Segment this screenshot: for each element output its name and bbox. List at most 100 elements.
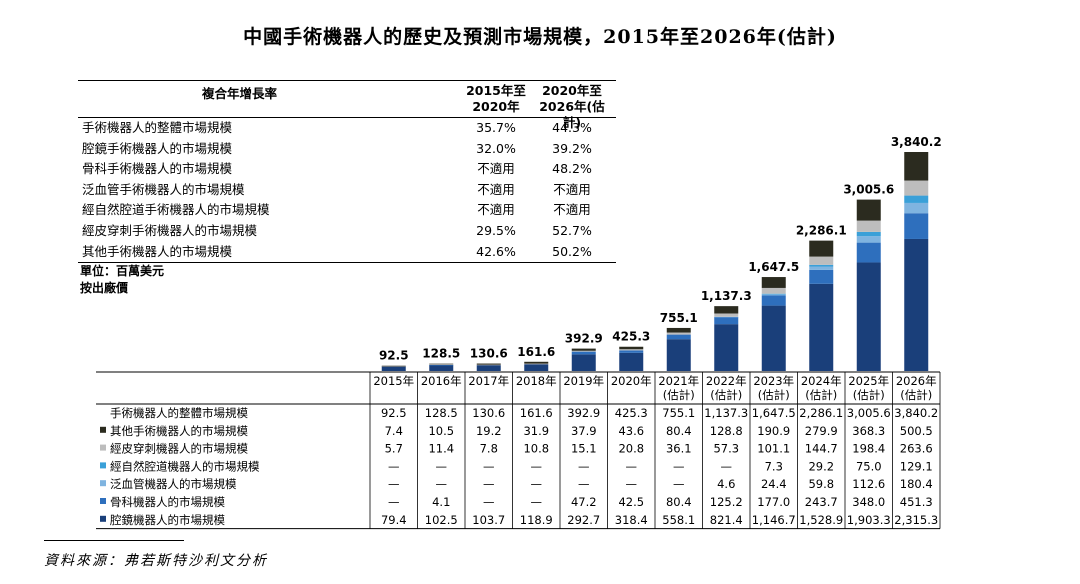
data-label: — <box>436 459 448 473</box>
bar-segment <box>809 283 834 371</box>
data-label: 425.3 <box>615 406 648 420</box>
data-label: 3,005.6 <box>847 406 891 420</box>
data-label: 177.0 <box>757 495 790 509</box>
data-label: 19.2 <box>476 424 502 438</box>
legend-swatch <box>100 444 106 451</box>
bar-total-label: 130.6 <box>470 347 508 361</box>
bar-segment <box>619 352 644 371</box>
data-label: 43.6 <box>618 424 644 438</box>
data-label: 128.8 <box>710 424 743 438</box>
cagr-table-header: 複合年增長率 2015年至 2020年 2020年至 2026年(估計) <box>78 80 616 130</box>
data-label: 292.7 <box>567 513 600 527</box>
cagr-table-bottom-rule <box>78 262 616 264</box>
bar-segment <box>856 262 881 371</box>
bar-segment <box>761 277 786 288</box>
bar-segment <box>524 364 549 371</box>
bar-segment <box>429 364 454 365</box>
data-label: 451.3 <box>900 495 933 509</box>
data-label: 15.1 <box>571 442 597 456</box>
x-tick-label: 2026年 <box>896 374 937 388</box>
cagr-row-2020-2026: 48.2% <box>552 161 592 177</box>
x-tick-label: 2021年 <box>658 374 699 388</box>
bar-segment <box>809 269 834 284</box>
x-tick-label: 2025年 <box>848 374 889 388</box>
source-rule <box>44 540 184 541</box>
bar-segment <box>761 294 786 296</box>
data-label: 47.2 <box>571 495 597 509</box>
bar-segment <box>904 180 929 196</box>
data-label: 92.5 <box>381 406 407 420</box>
cagr-row: 骨科手術機器人的市場規模 不適用 48.2% <box>78 159 616 180</box>
data-label: 198.4 <box>852 442 885 456</box>
data-label: 755.1 <box>662 406 695 420</box>
bar-segment <box>666 334 691 340</box>
cagr-row-2015-2020: 不適用 <box>477 161 515 177</box>
cagr-row: 其他手術機器人的市場規模 42.6% 50.2% <box>78 242 616 263</box>
data-label: — <box>578 477 590 491</box>
data-label: 318.4 <box>615 513 648 527</box>
bar-segment <box>619 349 644 351</box>
bar-segment <box>476 363 501 365</box>
data-label: 144.7 <box>805 442 838 456</box>
data-label: 1,146.7 <box>752 513 796 527</box>
x-tick-label: (估計) <box>853 388 885 402</box>
legend-swatch <box>100 515 106 522</box>
data-label: — <box>388 495 400 509</box>
bar-segment <box>666 339 691 371</box>
data-label: 59.8 <box>808 477 834 491</box>
bar-segment <box>429 363 454 365</box>
data-label: 5.7 <box>385 442 403 456</box>
x-tick-label: 2023年 <box>753 374 794 388</box>
data-label: 57.3 <box>713 442 739 456</box>
data-label: — <box>483 459 495 473</box>
bar-segment <box>524 361 549 364</box>
x-tick-label: 2022年 <box>706 374 747 388</box>
cagr-row-name: 手術機器人的整體市場規模 <box>82 120 233 135</box>
unit-line: 單位：百萬美元 <box>80 264 165 278</box>
data-label: 20.8 <box>618 442 644 456</box>
cagr-row-name: 其他手術機器人的市場規模 <box>82 243 233 259</box>
bar-segment <box>809 266 834 270</box>
bar-segment <box>714 316 739 318</box>
data-label: — <box>626 477 638 491</box>
cagr-row-2015-2020: 不適用 <box>477 181 515 197</box>
data-label: 500.5 <box>900 424 933 438</box>
cagr-header-label: 複合年增長率 <box>202 86 278 101</box>
cagr-row-2015-2020: 32.0% <box>476 140 516 156</box>
cagr-row-name: 泛血管手術機器人的市場規模 <box>82 181 245 197</box>
data-label: 112.6 <box>852 477 885 491</box>
cagr-table: 複合年增長率 2015年至 2020年 2020年至 2026年(估計) 手術機… <box>78 80 616 264</box>
data-label: 80.4 <box>666 495 692 509</box>
cagr-col2-header: 2020年至 2026年(估計) <box>534 83 610 131</box>
bar-segment <box>571 348 596 351</box>
data-label: 24.4 <box>761 477 787 491</box>
data-label: 263.6 <box>900 442 933 456</box>
cagr-row-2020-2026: 44.3% <box>552 120 592 135</box>
unit-note: 單位：百萬美元 按出廠價 <box>80 263 164 297</box>
data-label: 79.4 <box>381 513 407 527</box>
legend-swatch <box>100 480 106 487</box>
bar-segment <box>904 152 929 181</box>
bar-segment <box>904 202 929 214</box>
bar-total-label: 161.6 <box>517 345 555 359</box>
data-label: 2,286.1 <box>799 406 843 420</box>
data-label: — <box>721 459 733 473</box>
data-label: — <box>388 459 400 473</box>
bar-segment <box>809 256 834 265</box>
bar-segment <box>571 350 596 352</box>
data-label: 11.4 <box>428 442 454 456</box>
x-tick-label: (估計) <box>710 388 742 402</box>
data-label: — <box>531 459 543 473</box>
x-tick-label: 2020年 <box>611 374 652 388</box>
bar-total-label: 1,647.5 <box>748 260 799 274</box>
data-label: 7.8 <box>480 442 498 456</box>
bar-total-label: 3,840.2 <box>891 135 942 149</box>
data-label: 7.4 <box>385 424 403 438</box>
data-label: 4.1 <box>432 495 450 509</box>
data-label: 7.3 <box>765 459 783 473</box>
data-label: 130.6 <box>472 406 505 420</box>
x-tick-label: 2017年 <box>468 374 509 388</box>
bar-segment <box>476 365 501 371</box>
data-label: 42.5 <box>618 495 644 509</box>
cagr-row-2020-2026: 不適用 <box>553 202 591 218</box>
